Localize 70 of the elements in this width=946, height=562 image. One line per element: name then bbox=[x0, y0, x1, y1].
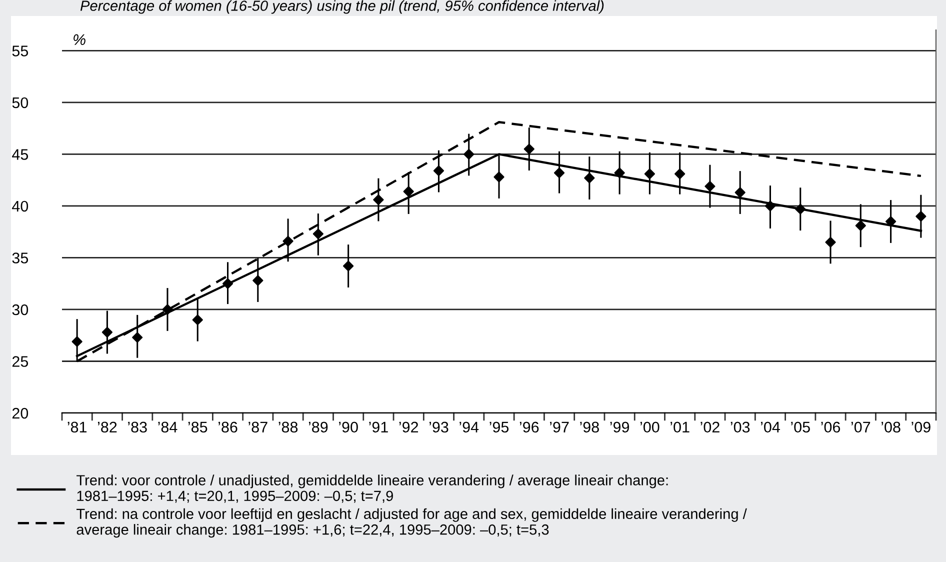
point bbox=[584, 172, 595, 184]
x-tick-label: ’89 bbox=[308, 422, 328, 433]
y-tick-label: 45 bbox=[12, 149, 28, 160]
point bbox=[464, 148, 474, 160]
x-tick-label: ’93 bbox=[429, 422, 448, 433]
x-tick-label: ’84 bbox=[158, 422, 178, 433]
x-tick-label: ’07 bbox=[851, 422, 870, 433]
point bbox=[162, 304, 173, 315]
point bbox=[554, 168, 565, 178]
point bbox=[524, 144, 534, 154]
point bbox=[855, 220, 866, 231]
x-tick-label: ’02 bbox=[700, 422, 720, 433]
x-tick-label: ’90 bbox=[339, 422, 358, 433]
point bbox=[433, 165, 444, 176]
y-tick-label: 20 bbox=[12, 408, 28, 419]
x-tick-label: ’96 bbox=[520, 422, 539, 433]
point bbox=[704, 181, 716, 192]
y-tick-label: 55 bbox=[12, 46, 28, 56]
point bbox=[222, 278, 234, 289]
x-tick-label: ’95 bbox=[490, 422, 509, 433]
x-tick-label: ’08 bbox=[882, 422, 900, 433]
point bbox=[825, 236, 836, 248]
x-tick-label: ’97 bbox=[550, 422, 569, 433]
point bbox=[644, 168, 655, 180]
point bbox=[252, 275, 264, 286]
point bbox=[403, 186, 414, 197]
point bbox=[132, 332, 143, 343]
x-tick-label: ’86 bbox=[218, 422, 238, 433]
legend-label: Trend: na controle voor leeftijd en geslacht / adjusted for age and sex, gemiddelde lineaire verandering / average lineair change: 1981–1995: +1,6; t=22,4, 1995–2009: –0,5; t=5,3 bbox=[76, 508, 747, 538]
x-tick-label: ’09 bbox=[912, 422, 930, 433]
point bbox=[885, 216, 896, 227]
x-tick-label: ’04 bbox=[760, 422, 780, 433]
x-tick-label: ’91 bbox=[369, 422, 388, 433]
x-tick-label: ’00 bbox=[640, 422, 660, 433]
point bbox=[72, 336, 82, 347]
legend-label: Trend: voor controle / unadjusted, gemiddelde lineaire verandering / average lineair change: 1981–1995: +1,4; t=20,1, 1995–2009: –0,5; t=7,9 bbox=[76, 474, 668, 503]
point bbox=[674, 168, 686, 180]
x-tick-label: ’83 bbox=[128, 422, 147, 433]
point bbox=[343, 260, 354, 272]
point bbox=[192, 314, 203, 326]
y-tick-label: 30 bbox=[12, 304, 28, 316]
y-tick-label: 25 bbox=[12, 356, 28, 367]
x-tick-label: ’85 bbox=[188, 422, 208, 433]
y-axis-title: % bbox=[74, 34, 86, 45]
x-tick-label: ’94 bbox=[460, 422, 479, 433]
x-tick-label: ’03 bbox=[730, 422, 750, 433]
x-tick-label: ’82 bbox=[98, 422, 117, 433]
x-tick-label: ’81 bbox=[68, 422, 87, 433]
point bbox=[312, 228, 324, 240]
x-tick-label: ’01 bbox=[670, 422, 690, 433]
y-tick-label: 50 bbox=[12, 97, 28, 108]
point bbox=[614, 168, 625, 178]
x-tick-label: ’05 bbox=[791, 422, 810, 433]
point bbox=[282, 236, 294, 246]
x-tick-label: ’87 bbox=[248, 422, 268, 433]
y-tick-label: 35 bbox=[12, 252, 28, 264]
y-tick-label: 40 bbox=[12, 200, 28, 212]
x-tick-label: ’06 bbox=[821, 422, 840, 433]
point bbox=[795, 204, 806, 214]
point bbox=[916, 211, 926, 222]
x-tick-label: ’88 bbox=[278, 422, 298, 433]
x-tick-label: ’99 bbox=[610, 422, 630, 433]
x-tick-label: ’98 bbox=[580, 422, 599, 433]
chart-title: Percentage of women (16-50 years) using the pil (trend, 95% confidence interval) bbox=[80, 0, 604, 14]
point bbox=[373, 194, 384, 206]
point bbox=[734, 187, 746, 198]
x-tick-label: ’92 bbox=[399, 422, 418, 433]
point bbox=[764, 200, 776, 212]
point bbox=[102, 326, 113, 338]
point bbox=[494, 172, 504, 182]
